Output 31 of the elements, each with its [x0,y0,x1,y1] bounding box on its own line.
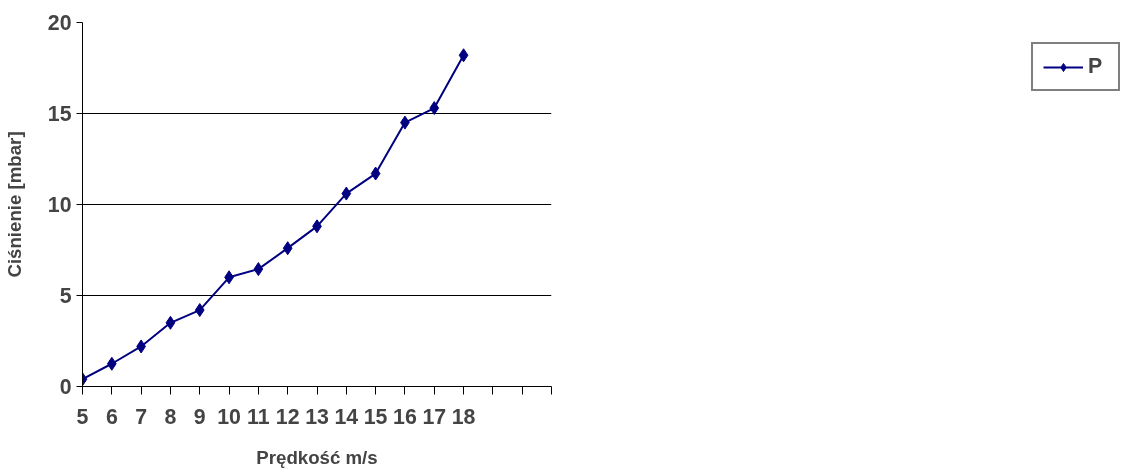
x-tick-label: 10 [217,404,241,429]
y-tick-label: 5 [59,284,72,308]
x-tick-label: 7 [135,404,148,429]
x-tick-label: 13 [305,404,329,429]
point [341,186,352,201]
x-tick-label: 18 [451,404,476,429]
x-tick-label: 11 [247,404,270,429]
x-tick-label: 14 [334,404,359,429]
y-tick-label: 20 [47,11,72,35]
y-tick-label: 0 [59,375,72,399]
x-tick-label: 16 [393,404,417,429]
x-tick-label: 17 [422,404,447,429]
point [458,48,469,63]
point [106,356,117,371]
x-tick-label: 12 [275,404,300,429]
point [165,315,176,330]
y-tick-label: 10 [47,193,72,217]
x-tick-label: 5 [76,404,89,429]
point [194,303,205,318]
x-axis-title: Prędkość m/s [256,446,378,468]
x-tick-label: 15 [363,404,388,429]
point [429,101,440,116]
x-tick-label: 8 [164,404,177,429]
legend-label: P [1088,54,1104,79]
y-tick-label: 15 [47,102,72,126]
point [253,262,264,277]
x-tick-label: 9 [193,404,206,429]
point [282,241,293,256]
y-axis-title: Ciśnienie [mbar] [3,131,25,278]
point [370,166,381,181]
x-tick-label: 6 [105,404,118,429]
